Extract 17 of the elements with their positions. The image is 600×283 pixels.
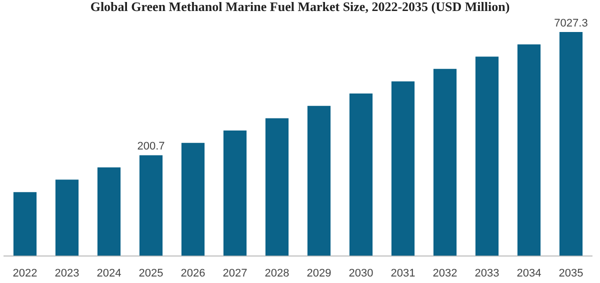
x-tick-label: 2026 [180, 267, 206, 280]
x-tick-label: 2027 [222, 267, 248, 280]
data-label: 7027.3 [554, 18, 588, 30]
x-tick-label: 2033 [474, 267, 500, 280]
x-tick-label: 2030 [348, 267, 374, 280]
x-tick-label: 2029 [306, 267, 332, 280]
x-tick-label: 2024 [96, 267, 122, 280]
x-tick-label: 2032 [432, 267, 458, 280]
x-tick-label: 2034 [516, 267, 542, 280]
x-tick-label: 2023 [54, 267, 80, 280]
chart-title: Global Green Methanol Marine Fuel Market Size, 2022-2035 (USD Million) [89, 0, 511, 16]
x-tick-label: 2022 [12, 267, 38, 280]
x-tick-label: 2025 [138, 267, 164, 280]
x-tick-label: 2031 [390, 267, 416, 280]
x-tick-label: 2028 [264, 267, 290, 280]
data-label: 200.7 [137, 140, 165, 153]
x-tick-label: 2035 [558, 267, 584, 280]
